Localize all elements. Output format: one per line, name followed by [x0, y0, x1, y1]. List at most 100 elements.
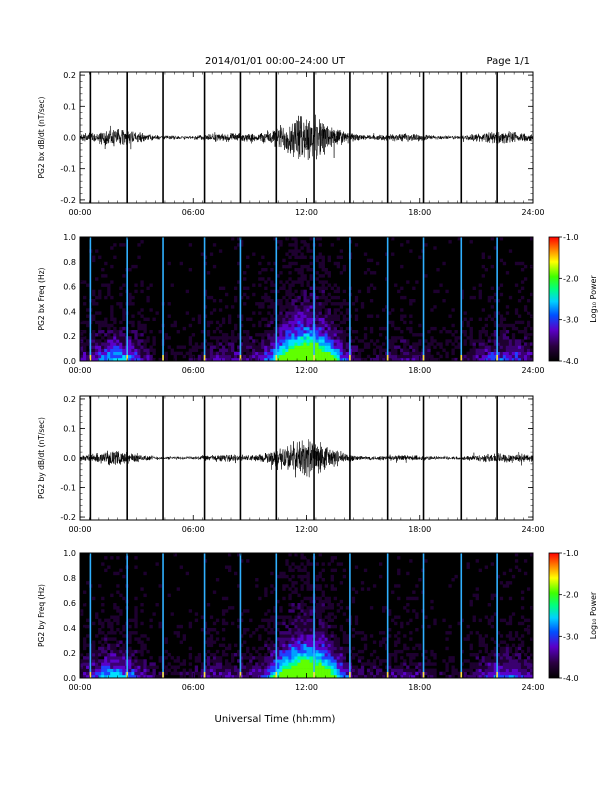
spectrogram-cell — [427, 671, 431, 676]
spectrogram-cell — [86, 643, 90, 648]
spectrogram-cell — [134, 336, 138, 340]
spectrogram-cell — [113, 354, 117, 359]
spectrogram-cell — [321, 643, 325, 648]
spectrogram-cell — [221, 348, 226, 352]
spectrogram-cell — [514, 659, 519, 663]
spectrogram-cell — [291, 649, 295, 654]
spectrogram-cell — [107, 323, 111, 328]
spectrogram-cell — [116, 330, 120, 334]
spectrogram-cell — [342, 302, 347, 306]
spectrogram-cell — [291, 668, 295, 673]
spectrogram-cell — [209, 674, 214, 679]
spectrogram-cell — [327, 665, 331, 669]
spectrogram-cell — [517, 320, 522, 325]
spectrogram-cell — [282, 258, 286, 263]
spectrogram-cell — [291, 252, 295, 256]
spectrogram-cell — [291, 581, 295, 585]
spectrogram-cell — [300, 305, 304, 309]
spectrogram-cell — [119, 302, 123, 306]
y-tick-label: -0.1 — [60, 165, 76, 174]
spectrogram-cell — [439, 354, 443, 359]
spectrogram-cell — [285, 264, 289, 269]
spectrogram-cell — [406, 354, 410, 359]
spectrogram-cell — [321, 662, 325, 666]
spectrogram-cell — [291, 659, 295, 663]
spectrogram-cell — [297, 295, 301, 300]
spectrogram-cell — [324, 326, 328, 331]
spectrogram-cell — [496, 653, 501, 657]
spectrogram-cell — [306, 336, 310, 340]
spectrogram-cell — [487, 656, 492, 660]
spectrogram-cell — [276, 649, 280, 654]
spectrogram-cell — [382, 659, 386, 663]
spectrogram-cell — [279, 333, 283, 337]
spectrogram-cell — [478, 351, 482, 356]
spectrogram-cell — [342, 634, 347, 638]
spectrogram-cell — [318, 280, 322, 284]
spectrogram-cell — [460, 354, 464, 359]
spectrogram-cell — [227, 317, 232, 321]
spectrogram-cell — [134, 339, 138, 343]
spectrogram-cell — [463, 330, 467, 334]
spectrogram-cell — [472, 345, 476, 349]
spectrogram-cell — [240, 342, 244, 346]
spectrogram-cell — [475, 357, 479, 362]
spectrogram-cell — [167, 261, 171, 266]
y-axis-title: PG2 bx Freq (Hz) — [37, 267, 46, 330]
spectrogram-cell — [514, 671, 519, 676]
spectrogram-cell — [505, 649, 510, 654]
spectrogram-cell — [529, 357, 534, 362]
spectrogram-cell — [484, 665, 488, 669]
spectrogram-cell — [218, 336, 223, 340]
spectrogram-cell — [276, 339, 280, 343]
spectrogram-cell — [526, 668, 531, 673]
spectrogram-cell — [309, 274, 313, 278]
spectrogram-cell — [333, 637, 337, 641]
spectrogram-cell — [164, 357, 168, 362]
spectrogram-cell — [369, 258, 374, 263]
spectrogram-cell — [306, 643, 310, 648]
spectrogram-cell — [203, 624, 208, 629]
spectrogram-cell — [475, 596, 479, 601]
spectrogram-cell — [463, 674, 467, 679]
spectrogram-cell — [270, 646, 274, 651]
spectrogram-cell — [128, 342, 132, 346]
spectrogram-cell — [258, 277, 262, 281]
spectrogram-cell — [224, 351, 229, 356]
spectrogram-cell — [273, 237, 277, 241]
spectrogram-cell — [104, 333, 108, 337]
spectrogram-cell — [499, 665, 504, 669]
spectrogram-cell — [197, 354, 202, 359]
spectrogram-cell — [517, 342, 522, 346]
spectrogram-cell — [140, 659, 144, 663]
spectrogram-cell — [224, 646, 229, 651]
spectrogram-cell — [327, 339, 331, 343]
spectrogram-cell — [285, 559, 289, 563]
spectrogram-cell — [119, 326, 123, 331]
spectrogram-cell — [400, 668, 404, 673]
spectrogram-cell — [113, 330, 117, 334]
spectrogram-cell — [276, 240, 280, 244]
spectrogram-cell — [134, 631, 138, 635]
spectrogram-cell — [113, 243, 117, 247]
spectrogram-cell — [406, 646, 410, 651]
spectrogram-cell — [215, 649, 220, 654]
spectrogram-cell — [206, 628, 211, 632]
spectrogram-cell — [246, 662, 250, 666]
spectrogram-cell — [303, 302, 307, 306]
spectrogram-cell — [460, 649, 464, 654]
spectrogram-cell — [415, 628, 419, 632]
spectrogram-cell — [321, 674, 325, 679]
spectrogram-cell — [270, 333, 274, 337]
spectrogram-cell — [95, 354, 99, 359]
spectrogram-cell — [167, 302, 171, 306]
spectrogram-cell — [98, 333, 102, 337]
spectrogram-cell — [122, 354, 126, 359]
spectrogram-cell — [448, 656, 452, 660]
spectrogram-cell — [409, 299, 413, 303]
spectrogram-cell — [92, 671, 96, 676]
spectrogram-cell — [424, 243, 428, 247]
spectrogram-cell — [122, 339, 126, 343]
spectrogram-cell — [523, 342, 528, 346]
spectrogram-cell — [264, 587, 268, 591]
